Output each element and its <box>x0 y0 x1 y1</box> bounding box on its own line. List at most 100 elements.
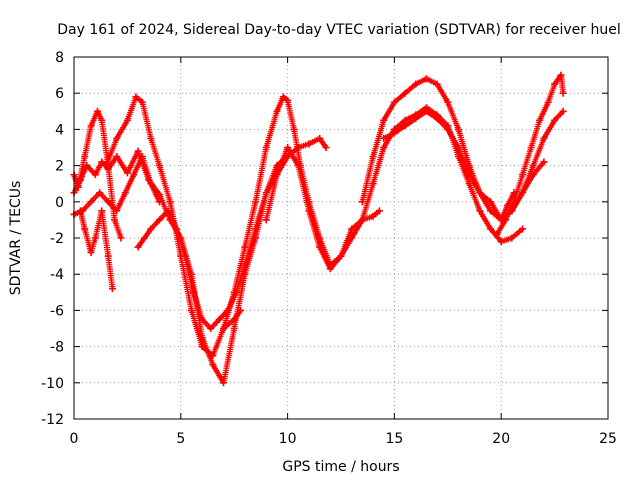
data-point <box>134 147 142 155</box>
data-point <box>113 134 121 142</box>
data-point <box>375 207 383 215</box>
data-point <box>262 216 270 224</box>
data-point <box>113 207 121 215</box>
data-point <box>220 325 228 332</box>
y-tick-label: 4 <box>55 122 64 138</box>
series-group <box>70 71 567 387</box>
data-point <box>123 169 131 177</box>
data-point <box>252 198 260 206</box>
data-point <box>113 153 121 161</box>
y-tick-label: 0 <box>55 195 64 211</box>
data-point <box>369 212 377 220</box>
data-point <box>87 248 95 256</box>
y-tick-label: 6 <box>55 86 64 102</box>
data-point <box>209 361 217 369</box>
data-point <box>454 153 462 161</box>
data-point <box>559 107 567 115</box>
data-point <box>132 93 140 101</box>
data-point <box>83 162 91 170</box>
data-point <box>98 158 106 166</box>
data-point <box>551 80 559 88</box>
data-point <box>81 225 89 233</box>
data-point <box>487 198 495 206</box>
data-point <box>337 252 345 260</box>
series-sat-c <box>76 207 116 293</box>
data-point <box>508 207 516 215</box>
x-tick-label: 15 <box>385 431 403 447</box>
data-point <box>230 288 238 296</box>
data-point <box>536 116 544 124</box>
data-point <box>519 171 527 179</box>
y-tick-label: -4 <box>50 267 64 283</box>
data-point <box>559 89 567 97</box>
data-point <box>98 207 106 215</box>
series-sat-e <box>70 153 163 218</box>
data-point <box>433 80 441 88</box>
data-point <box>358 198 366 206</box>
data-point <box>444 125 452 133</box>
data-point <box>519 225 527 233</box>
data-point <box>96 189 104 197</box>
data-point <box>230 315 238 323</box>
chart-title: Day 161 of 2024, Sidereal Day-to-day VTE… <box>57 22 620 38</box>
grid <box>74 57 608 419</box>
data-point <box>130 171 138 179</box>
data-point <box>527 144 535 151</box>
data-point <box>198 315 206 323</box>
data-point <box>444 98 452 106</box>
data-point <box>476 207 484 215</box>
y-tick-label: 8 <box>55 50 64 66</box>
y-tick-label: 2 <box>55 159 64 175</box>
data-point <box>108 285 116 293</box>
data-point <box>454 144 462 151</box>
series-sat-h <box>262 104 527 273</box>
data-point <box>540 134 548 142</box>
data-point <box>241 243 249 251</box>
data-point <box>91 234 99 242</box>
x-tick-label: 5 <box>176 431 185 447</box>
data-point <box>155 198 163 206</box>
data-point <box>487 225 495 233</box>
data-point <box>198 343 206 351</box>
data-point <box>401 122 409 130</box>
data-point <box>81 153 89 161</box>
data-point <box>422 75 430 83</box>
data-point <box>433 115 441 123</box>
data-point <box>147 225 155 233</box>
data-point <box>401 89 409 97</box>
data-point <box>305 140 313 148</box>
data-point <box>98 116 106 124</box>
data-point <box>305 207 313 215</box>
data-point <box>294 162 302 170</box>
data-point <box>476 189 484 197</box>
data-point <box>104 198 112 206</box>
data-point <box>519 189 527 197</box>
data-point <box>237 306 245 314</box>
data-point <box>487 207 495 215</box>
axes: 0 5 10 15 20 25 -12 -10 -8 -6 -4 -2 0 2 4 6 8 <box>41 50 617 447</box>
data-point <box>390 98 398 106</box>
data-point <box>215 315 223 323</box>
data-point <box>551 116 559 124</box>
data-point <box>380 134 388 142</box>
data-point <box>529 162 537 170</box>
data-point <box>155 162 163 170</box>
data-point <box>147 180 155 188</box>
series-sat-l <box>508 107 567 215</box>
data-point <box>220 379 228 387</box>
data-point <box>262 189 270 197</box>
data-point <box>190 288 198 296</box>
data-point <box>493 230 501 238</box>
series-sat-k <box>493 71 567 238</box>
data-point <box>326 265 334 273</box>
x-tick-label: 20 <box>492 431 510 447</box>
y-tick-label: -12 <box>41 412 64 428</box>
data-point <box>273 107 281 115</box>
data-point <box>279 93 287 101</box>
data-point <box>147 134 155 142</box>
data-point <box>252 225 260 233</box>
y-tick-label: -8 <box>50 340 64 356</box>
data-point <box>529 171 537 179</box>
data-point <box>557 71 565 79</box>
